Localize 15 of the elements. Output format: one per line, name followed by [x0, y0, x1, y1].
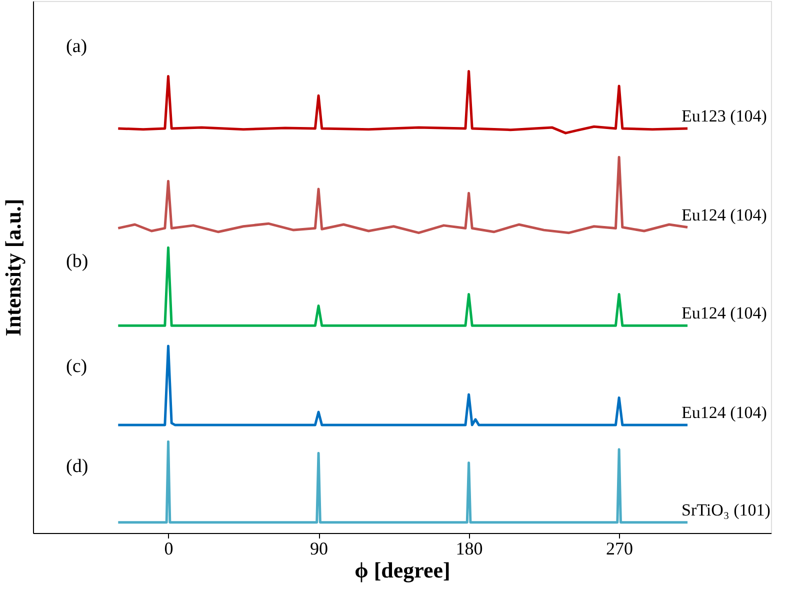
annotation: (d): [66, 456, 88, 477]
series-label: Eu123 (104): [682, 106, 767, 126]
x-axis-title: ϕ [degree]: [354, 558, 450, 582]
x-tick-label: 270: [606, 538, 634, 558]
annotation: (b): [66, 251, 88, 272]
y-axis-title: Intensity [a.u.]: [0, 198, 26, 336]
series-label: SrTiO₃ (101): [682, 500, 770, 520]
annotation: (c): [66, 356, 88, 377]
series-label: Eu124 (104): [682, 205, 767, 224]
series-label: Eu124 (104): [682, 304, 767, 323]
x-tick-label: 90: [310, 538, 328, 558]
x-tick-label: 0: [164, 538, 174, 558]
x-tick-label: 180: [456, 538, 483, 558]
series-label: Eu124 (104): [682, 402, 767, 422]
text: (a): [66, 36, 88, 57]
